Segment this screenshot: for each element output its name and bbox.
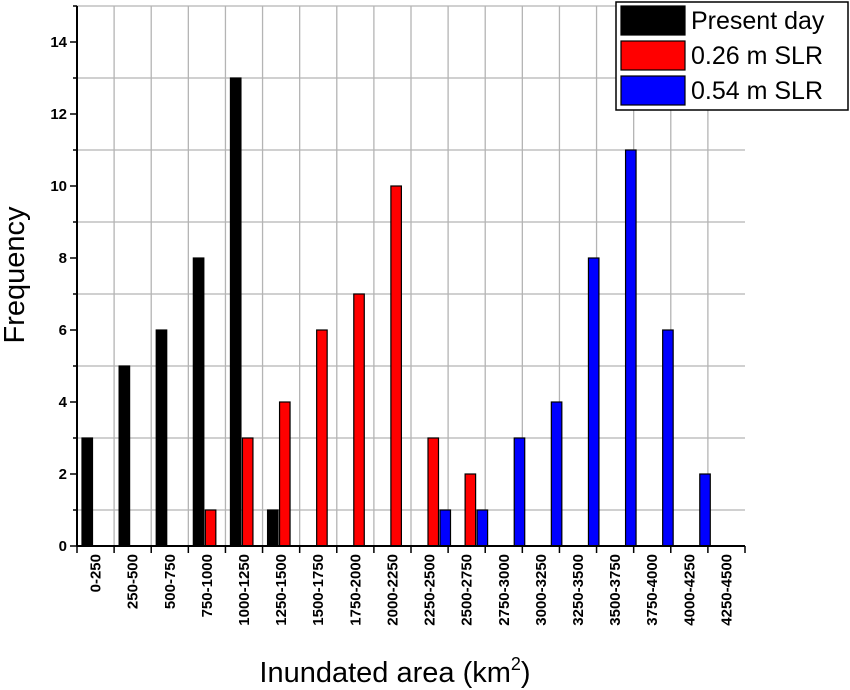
- x-tick-label: 0-250: [88, 554, 105, 592]
- legend: Present day 0.26 m SLR 0.54 m SLR: [615, 1, 849, 111]
- y-tick-label: 10: [50, 178, 67, 195]
- bar-0-54-m-slr-4000-4250: [699, 473, 711, 547]
- x-tick-label: 1750-2000: [347, 554, 364, 626]
- bar-0-26-m-slr-2000-2250: [390, 185, 402, 547]
- x-tick-label: 3250-3500: [570, 554, 587, 626]
- bar-0-54-m-slr-3000-3250: [550, 401, 563, 547]
- legend-swatch: [620, 40, 686, 71]
- legend-swatch: [620, 5, 686, 36]
- x-tick-label: 3000-3250: [533, 554, 550, 626]
- y-tick-label: 0: [59, 538, 67, 555]
- x-tick-label: 2500-2750: [459, 554, 476, 626]
- x-tick-label: 1500-1750: [310, 554, 327, 626]
- legend-label: 0.54 m SLR: [691, 77, 823, 105]
- x-axis-title: Inundated area (km2): [259, 654, 530, 689]
- x-tick-labels: 0-250 250-500 500-750 750-1000 1000-1250 1250…: [88, 554, 736, 626]
- x-tick-label: 1000-1250: [236, 554, 253, 626]
- bar-0-26-m-slr-750-1000: [204, 509, 217, 547]
- x-tick-label: 500-750: [162, 554, 179, 609]
- bar-0-26-m-slr-2250-2500: [427, 437, 440, 547]
- bar-0-54-m-slr-3750-4000: [662, 329, 674, 547]
- y-tick-label: 14: [50, 34, 67, 51]
- bar-present-day-500-750: [155, 329, 168, 547]
- bar-present-day-0-250: [81, 437, 94, 547]
- x-tick-label: 3750-4000: [644, 554, 661, 626]
- x-tick-label: 3500-3750: [607, 554, 624, 626]
- y-tick-label: 2: [59, 466, 67, 483]
- bar-present-day-250-500: [118, 365, 131, 547]
- bar-present-day-750-1000: [192, 257, 205, 547]
- bar-0-26-m-slr-1000-1250: [241, 437, 254, 547]
- x-tick-label: 2000-2250: [384, 554, 401, 626]
- x-tick-label: 2250-2500: [422, 554, 439, 626]
- bar-0-54-m-slr-3500-3750: [624, 149, 637, 547]
- legend-label: 0.26 m SLR: [691, 42, 823, 70]
- x-tick-label: 750-1000: [199, 554, 216, 617]
- bar-0-54-m-slr-2750-3000: [513, 437, 526, 547]
- bar-present-day-1250-1500: [266, 509, 279, 547]
- x-tick-label: 250-500: [125, 554, 142, 609]
- bars: [81, 77, 711, 547]
- bar-0-26-m-slr-2500-2750: [464, 473, 477, 547]
- bar-0-26-m-slr-1500-1750: [316, 329, 328, 547]
- x-tick-label: 1250-1500: [273, 554, 290, 626]
- bar-0-26-m-slr-1250-1500: [278, 401, 291, 547]
- bar-0-54-m-slr-3250-3500: [587, 257, 600, 547]
- legend-label: Present day: [691, 7, 825, 35]
- legend-swatch: [620, 75, 686, 106]
- y-tick-label: 6: [59, 322, 67, 339]
- y-tick-label: 8: [59, 250, 67, 267]
- x-tick-label: 4250-4500: [718, 554, 735, 626]
- x-tick-label: 2750-3000: [496, 554, 513, 626]
- y-tick-label: 12: [50, 106, 67, 123]
- bar-0-54-m-slr-2250-2500: [439, 509, 452, 547]
- x-tick-label: 4000-4250: [681, 554, 698, 626]
- y-tick-labels: 0 2 4 6 8 10 12 14: [50, 34, 67, 555]
- bar-0-26-m-slr-1750-2000: [353, 293, 365, 547]
- bar-0-54-m-slr-2500-2750: [476, 509, 489, 547]
- y-tick-label: 4: [59, 394, 68, 411]
- y-axis-title: Frequency: [0, 206, 31, 344]
- bar-present-day-1000-1250: [229, 77, 242, 547]
- axes: [70, 5, 746, 553]
